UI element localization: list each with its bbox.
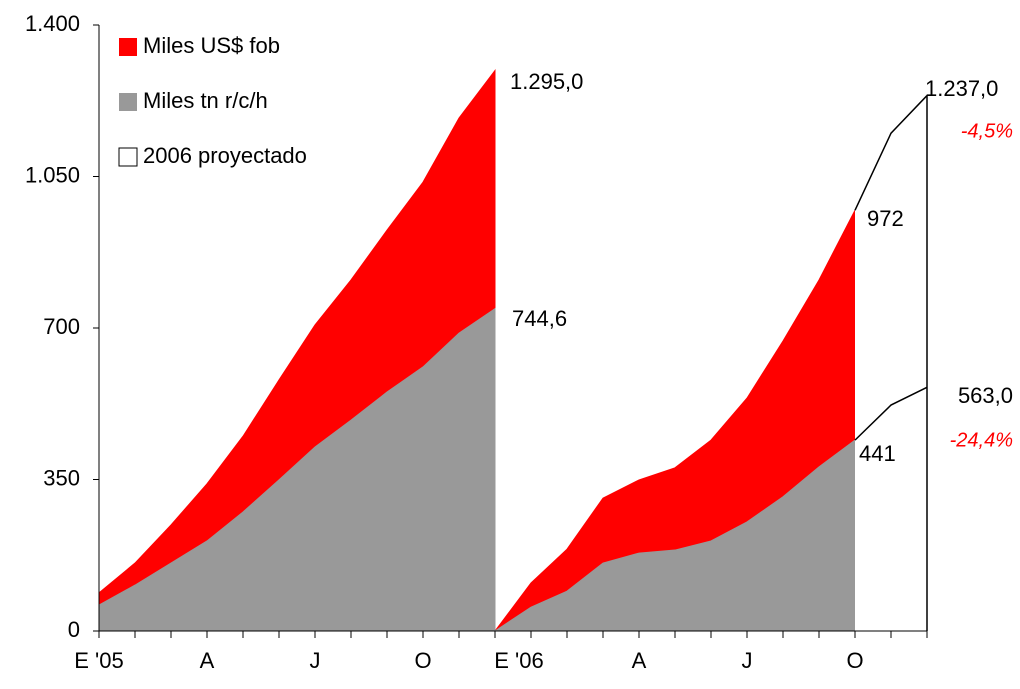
y-tick-label: 350 xyxy=(43,465,80,490)
legend-label: 2006 proyectado xyxy=(143,143,307,168)
data-label: 563,0 xyxy=(958,383,1013,408)
projection-line xyxy=(854,95,928,211)
data-label: 972 xyxy=(867,206,904,231)
data-label: 1.295,0 xyxy=(510,69,583,94)
x-tick-label: O xyxy=(414,648,431,673)
legend-label: Miles US$ fob xyxy=(143,33,280,58)
x-tick-label: E '06 xyxy=(494,648,543,673)
x-tick-label: A xyxy=(200,648,215,673)
y-tick-label: 1.400 xyxy=(25,11,80,36)
data-label: -4,5% xyxy=(961,120,1013,142)
y-tick-label: 0 xyxy=(68,617,80,642)
projection-area xyxy=(855,95,927,631)
x-tick-label: J xyxy=(742,648,753,673)
x-tick-label: E '05 xyxy=(74,648,123,673)
legend-swatch xyxy=(119,93,137,111)
data-label: -24,4% xyxy=(950,429,1013,451)
x-tick-label: J xyxy=(310,648,321,673)
y-tick-label: 1.050 xyxy=(25,162,80,187)
area xyxy=(98,307,496,632)
data-label: 744,6 xyxy=(512,306,567,331)
x-tick-label: A xyxy=(632,648,647,673)
legend-label: Miles tn r/c/h xyxy=(143,88,268,113)
projection-line xyxy=(854,386,928,441)
data-label: 1.237,0 xyxy=(925,76,998,101)
x-tick-label: O xyxy=(846,648,863,673)
y-tick-label: 700 xyxy=(43,314,80,339)
legend-swatch xyxy=(118,147,138,167)
legend-swatch xyxy=(119,38,137,56)
data-label: 441 xyxy=(859,441,896,466)
